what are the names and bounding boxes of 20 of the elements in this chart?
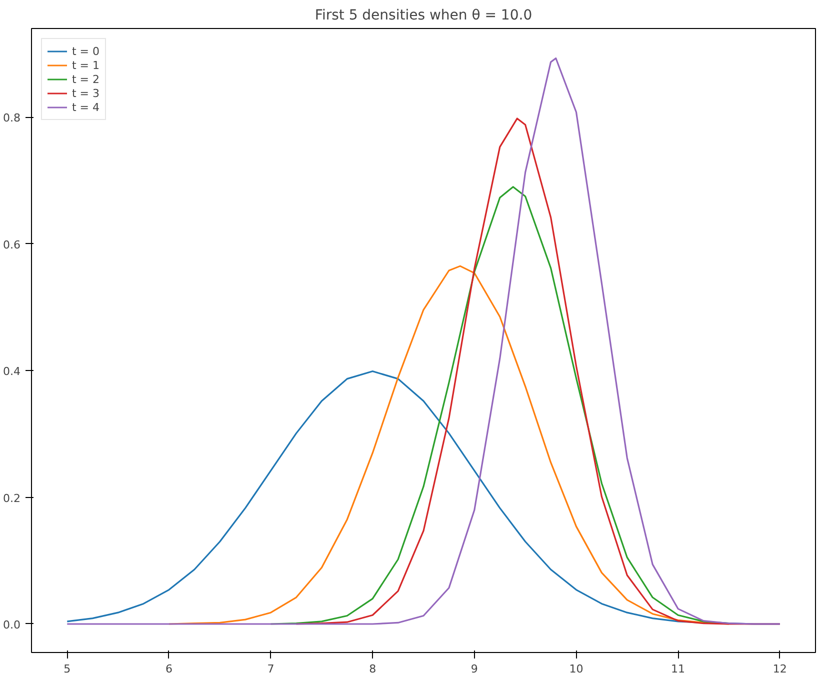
x-tick-label: 8: [369, 662, 376, 676]
x-tick-label: 7: [267, 662, 274, 676]
y-tick-label: 0.6: [3, 238, 21, 252]
x-tick-label: 9: [470, 662, 478, 676]
legend-label: t = 1: [72, 58, 100, 72]
x-tick-label: 10: [569, 662, 584, 676]
legend-label: t = 3: [72, 86, 100, 100]
y-tick-label: 0.8: [3, 112, 21, 125]
y-tick-label: 0.2: [3, 492, 21, 505]
x-tick-label: 5: [64, 662, 71, 676]
x-tick-label: 12: [772, 662, 787, 676]
chart-title: First 5 densities when θ = 10.0: [314, 8, 532, 24]
legend-label: t = 4: [72, 100, 100, 114]
y-tick-label: 0.4: [3, 365, 21, 378]
line-series: [66, 57, 781, 625]
x-tick-label: 11: [671, 662, 686, 676]
legend-label: t = 2: [72, 72, 100, 86]
y-tick-label: 0.0: [3, 618, 21, 632]
x-tick-label: 6: [165, 662, 172, 676]
legend-label: t = 0: [72, 44, 100, 58]
